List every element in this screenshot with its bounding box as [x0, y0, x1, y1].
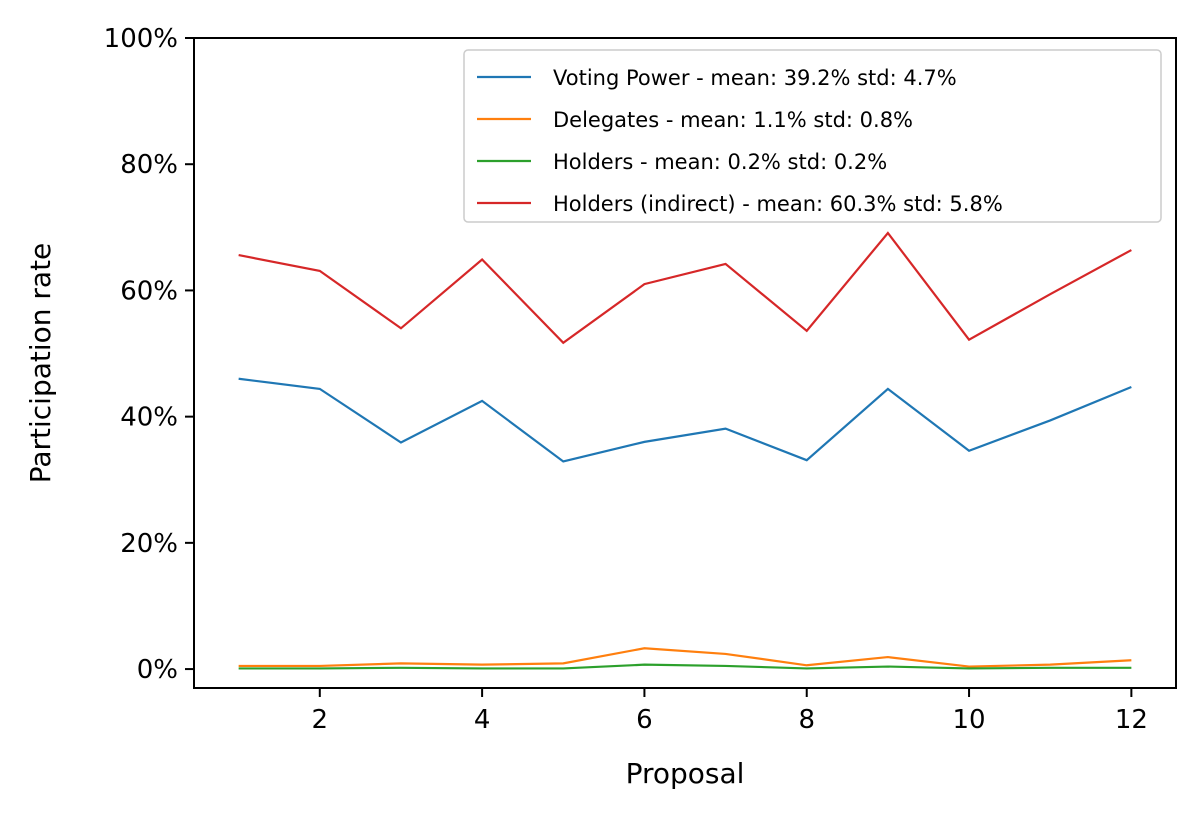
legend-entry-label: Voting Power - mean: 39.2% std: 4.7% [553, 66, 957, 90]
x-tick-label: 4 [474, 705, 491, 735]
x-tick-label: 6 [636, 705, 653, 735]
x-tick-label: 2 [312, 705, 329, 735]
x-axis-title: Proposal [626, 757, 745, 790]
series-line-2 [238, 647, 1132, 668]
y-tick-label: 40% [120, 403, 178, 433]
series-line-1 [238, 377, 1132, 463]
y-tick-label: 60% [120, 276, 178, 306]
plot-frame [193, 37, 1177, 689]
y-tick-label: 100% [104, 24, 178, 54]
y-tick-label: 80% [120, 150, 178, 180]
y-axis-title: Participation rate [24, 243, 57, 484]
ticks-layer: 2 4 6 8 10 12 0% 20% 40% 60% 80% 100% [104, 24, 1148, 735]
series-line-3 [238, 663, 1132, 670]
legend-entry-label: Delegates - mean: 1.1% std: 0.8% [553, 108, 913, 132]
legend-entry-label: Holders (indirect) - mean: 60.3% std: 5.… [553, 192, 1003, 216]
legend: Voting Power - mean: 39.2% std: 4.7% Dele… [463, 49, 1162, 223]
x-tick-label: 12 [1115, 705, 1148, 735]
x-tick-label: 8 [798, 705, 815, 735]
series-line-4 [238, 231, 1132, 345]
legend-entry-label: Holders - mean: 0.2% std: 0.2% [553, 150, 887, 174]
legend-box [463, 49, 1162, 223]
y-tick-label: 0% [137, 655, 178, 685]
x-tick-label: 10 [953, 705, 986, 735]
series-layer [238, 231, 1132, 670]
y-tick-label: 20% [120, 529, 178, 559]
